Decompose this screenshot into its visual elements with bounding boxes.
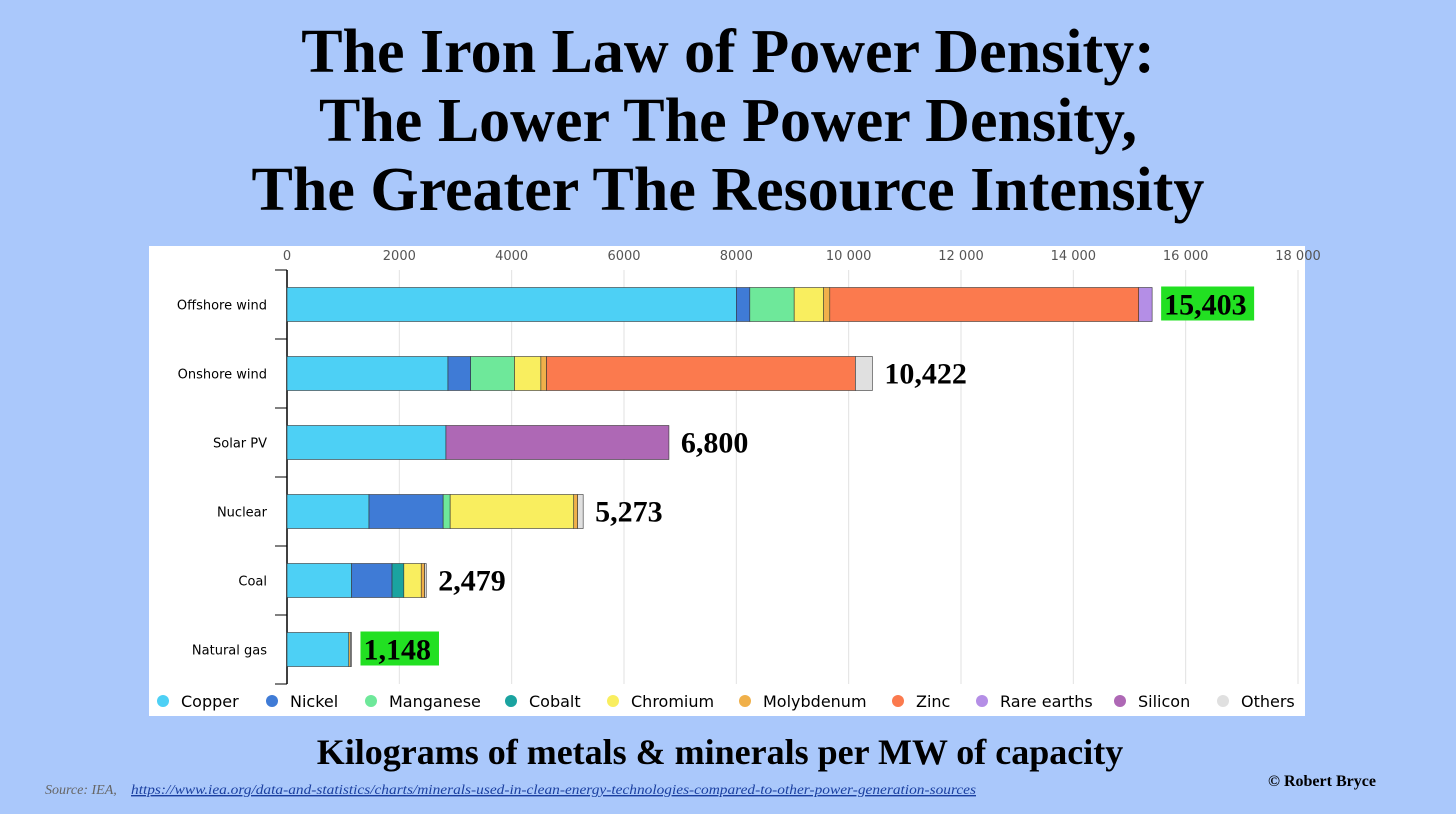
x-tick-label: 16 000 bbox=[1163, 249, 1209, 264]
legend-label: Others bbox=[1241, 692, 1295, 711]
legend-marker bbox=[607, 695, 619, 707]
bar-segment bbox=[420, 563, 425, 598]
x-tick-label: 14 000 bbox=[1051, 249, 1097, 264]
total-highlight bbox=[360, 631, 439, 666]
bar-segment bbox=[286, 425, 447, 460]
legend-marker bbox=[266, 695, 278, 707]
bar-segment bbox=[1138, 287, 1153, 322]
bar-segment bbox=[368, 494, 444, 529]
y-tick-label: Offshore wind bbox=[177, 299, 267, 314]
total-label: 15,403 bbox=[1164, 289, 1247, 322]
total-label-group: 1,148 bbox=[360, 631, 439, 667]
bar-segment bbox=[829, 287, 1140, 322]
bar-segment bbox=[351, 563, 393, 598]
legend-marker bbox=[157, 695, 169, 707]
total-label: 2,479 bbox=[438, 565, 506, 598]
bar-segment bbox=[736, 287, 751, 322]
y-tick-label: Natural gas bbox=[192, 644, 267, 659]
credit: © Robert Bryce bbox=[1268, 773, 1376, 790]
total-label: 6,800 bbox=[681, 427, 749, 460]
legend-label: Molybdenum bbox=[763, 692, 867, 711]
total-label-group: 6,800 bbox=[681, 427, 749, 460]
legend-label: Chromium bbox=[631, 692, 714, 711]
x-tick-label: 6000 bbox=[607, 249, 640, 264]
legend-label: Manganese bbox=[389, 692, 481, 711]
total-label-group: 10,422 bbox=[884, 358, 967, 391]
bar-segment bbox=[403, 563, 422, 598]
bar-segment bbox=[391, 563, 405, 598]
y-tick-label: Nuclear bbox=[217, 506, 268, 521]
bar-segment bbox=[286, 632, 350, 667]
bar-segment bbox=[350, 632, 352, 667]
bar-segment bbox=[546, 356, 856, 391]
source-link[interactable]: https://www.iea.org/data-and-statistics/… bbox=[131, 783, 977, 798]
bar-segment bbox=[286, 287, 737, 322]
legend-label: Zinc bbox=[916, 692, 950, 711]
total-label-group: 5,273 bbox=[595, 496, 663, 529]
legend-label: Rare earths bbox=[1000, 692, 1093, 711]
legend-marker bbox=[365, 695, 377, 707]
total-label-group: 2,479 bbox=[438, 565, 506, 598]
y-tick-label: Coal bbox=[238, 575, 267, 590]
legend-label: Cobalt bbox=[529, 692, 581, 711]
bar-segment bbox=[442, 494, 451, 529]
y-tick-label: Onshore wind bbox=[178, 368, 267, 383]
legend-label: Silicon bbox=[1138, 692, 1190, 711]
bar-segment bbox=[449, 494, 575, 529]
legend-marker bbox=[505, 695, 517, 707]
total-label-group: 15,403 bbox=[1161, 286, 1255, 322]
legend-marker bbox=[1217, 695, 1229, 707]
bar-segment bbox=[470, 356, 515, 391]
legend-label: Copper bbox=[181, 692, 239, 711]
bar-segment bbox=[823, 287, 831, 322]
bar-segment bbox=[749, 287, 795, 322]
source: Source: IEA, bbox=[45, 783, 117, 798]
x-tick-label: 18 000 bbox=[1275, 249, 1321, 264]
total-label: 10,422 bbox=[884, 358, 967, 391]
bar-segment bbox=[286, 494, 370, 529]
chart-title: The Greater The Resource Intensity bbox=[252, 156, 1205, 224]
x-tick-label: 0 bbox=[283, 249, 291, 264]
legend-marker bbox=[739, 695, 751, 707]
bar-segment bbox=[855, 356, 873, 391]
legend-marker bbox=[1114, 695, 1126, 707]
bar-segment bbox=[540, 356, 547, 391]
x-tick-label: 8000 bbox=[720, 249, 753, 264]
x-tick-label: 2000 bbox=[383, 249, 416, 264]
y-tick-label: Solar PV bbox=[213, 437, 267, 452]
bar-segment bbox=[793, 287, 824, 322]
bar-segment bbox=[573, 494, 578, 529]
bar-segment bbox=[445, 425, 670, 460]
legend-marker bbox=[976, 695, 988, 707]
total-highlight bbox=[1161, 286, 1255, 321]
bar-segment bbox=[286, 356, 449, 391]
bar-segment bbox=[577, 494, 584, 529]
legend-label: Nickel bbox=[290, 692, 338, 711]
bar-segment bbox=[286, 563, 352, 598]
x-tick-label: 12 000 bbox=[938, 249, 984, 264]
x-tick-label: 10 000 bbox=[826, 249, 872, 264]
chart-title: The Iron Law of Power Density: bbox=[301, 18, 1155, 86]
total-label: 5,273 bbox=[595, 496, 663, 529]
x-axis-label: Kilograms of metals & minerals per MW of… bbox=[317, 732, 1124, 772]
legend-marker bbox=[892, 695, 904, 707]
bar-segment bbox=[424, 563, 427, 598]
bar-segment bbox=[514, 356, 542, 391]
chart-title: The Lower The Power Density, bbox=[319, 87, 1137, 155]
bar-segment bbox=[447, 356, 471, 391]
x-tick-label: 4000 bbox=[495, 249, 528, 264]
total-label: 1,148 bbox=[363, 634, 431, 667]
